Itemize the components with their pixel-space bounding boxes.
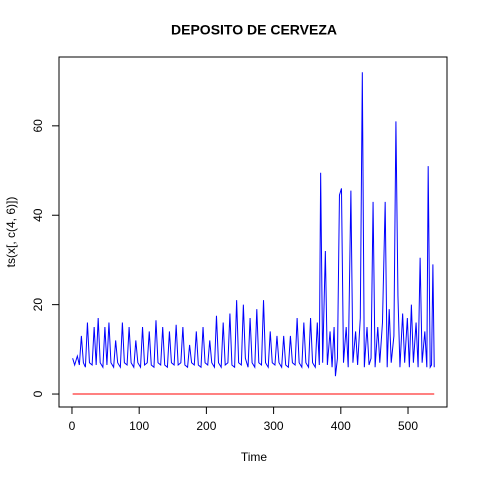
y-tick-label: 60 bbox=[31, 119, 45, 133]
y-tick-label: 20 bbox=[31, 298, 45, 312]
chart-title: DEPOSITO DE CERVEZA bbox=[171, 22, 337, 38]
x-tick-label: 500 bbox=[398, 419, 418, 433]
plot-frame bbox=[58, 56, 448, 408]
x-tick-label: 0 bbox=[69, 419, 76, 433]
x-tick-label: 400 bbox=[331, 419, 351, 433]
series-line bbox=[72, 72, 435, 377]
x-tick-label: 300 bbox=[264, 419, 284, 433]
x-tick-label: 100 bbox=[129, 419, 149, 433]
y-tick-label: 40 bbox=[31, 208, 45, 222]
y-axis-label: ts(x[, c(4, 6)]) bbox=[4, 197, 18, 268]
x-axis-label: Time bbox=[241, 450, 268, 464]
x-tick-label: 200 bbox=[196, 419, 216, 433]
y-tick-label: 0 bbox=[31, 390, 45, 397]
